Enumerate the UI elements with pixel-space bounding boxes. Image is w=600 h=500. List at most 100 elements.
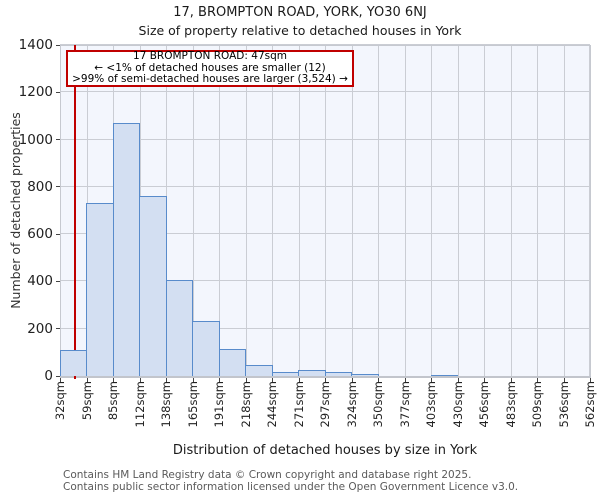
- y-tick-mark: [56, 375, 60, 377]
- x-tick-label: 244sqm: [265, 381, 279, 428]
- x-axis-line: [60, 376, 591, 378]
- histogram-bar: [165, 280, 193, 376]
- x-gridline: [325, 45, 326, 376]
- x-axis-title: Distribution of detached houses by size …: [172, 443, 478, 458]
- x-tick-mark: [166, 378, 167, 382]
- histogram-bar: [324, 371, 352, 376]
- y-axis-title: Number of detached properties: [8, 112, 23, 309]
- y-tick-label: 400: [27, 273, 53, 290]
- annotation-line-2: ← <1% of detached houses are smaller (12…: [94, 61, 326, 74]
- x-tick-mark: [298, 378, 300, 382]
- x-tick-label: 191sqm: [212, 381, 226, 428]
- x-tick-mark: [537, 378, 538, 382]
- x-tick-mark: [510, 378, 512, 382]
- x-tick-label: 165sqm: [185, 381, 200, 428]
- y-tick-label: 0: [44, 368, 53, 384]
- x-gridline: [299, 45, 300, 376]
- histogram-bar: [351, 374, 379, 376]
- x-tick-mark: [272, 378, 273, 382]
- x-tick-label: 377sqm: [397, 381, 412, 428]
- plot-area: [59, 44, 591, 377]
- x-gridline: [193, 45, 194, 376]
- x-tick-label: 562sqm: [583, 381, 597, 428]
- y-tick-label: 600: [27, 226, 53, 243]
- x-tick-mark: [60, 378, 61, 382]
- footer-line-2: Contains public sector information licen…: [63, 481, 519, 493]
- x-tick-label: 403sqm: [424, 381, 438, 428]
- y-tick-mark: [56, 44, 60, 46]
- x-tick-mark: [86, 378, 88, 382]
- x-gridline: [589, 45, 590, 376]
- histogram-bar: [298, 369, 326, 376]
- y-gridline: [60, 44, 590, 45]
- histogram-bar: [430, 374, 458, 376]
- x-tick-label: 138sqm: [159, 381, 173, 428]
- x-gridline: [166, 45, 167, 376]
- x-tick-label: 297sqm: [318, 381, 332, 428]
- y-tick-label: 1200: [18, 84, 53, 101]
- x-tick-label: 350sqm: [371, 381, 385, 428]
- x-gridline: [537, 45, 538, 376]
- x-gridline: [352, 45, 353, 376]
- x-tick-mark: [431, 378, 432, 382]
- chart-title: 17, BROMPTON ROAD, YORK, YO30 6NJ: [173, 5, 427, 20]
- x-tick-mark: [484, 378, 485, 382]
- y-tick-label: 1000: [18, 131, 53, 148]
- annotation-line-1: 17 BROMPTON ROAD: 47sqm: [133, 50, 287, 63]
- x-tick-label: 536sqm: [556, 381, 571, 428]
- annotation-box: 17 BROMPTON ROAD: 47sqm ← <1% of detache…: [66, 50, 354, 87]
- y-tick-label: 800: [27, 178, 53, 195]
- y-tick-mark: [56, 233, 60, 235]
- x-tick-label: 32sqm: [53, 381, 67, 421]
- x-gridline: [484, 45, 485, 376]
- x-tick-label: 112sqm: [132, 381, 147, 428]
- x-gridline: [378, 45, 379, 376]
- x-tick-label: 430sqm: [450, 381, 465, 428]
- histogram-bar: [59, 349, 87, 376]
- x-tick-mark: [113, 378, 114, 382]
- histogram-bar: [271, 371, 299, 376]
- x-tick-label: 59sqm: [79, 381, 94, 421]
- x-gridline: [272, 45, 273, 376]
- x-tick-label: 218sqm: [238, 381, 253, 428]
- x-tick-label: 509sqm: [530, 381, 544, 428]
- y-tick-mark: [56, 139, 60, 141]
- y-tick-label: 1400: [18, 37, 53, 53]
- histogram-bar: [112, 123, 140, 376]
- x-tick-label: 456sqm: [477, 381, 491, 428]
- x-gridline: [431, 45, 432, 376]
- x-tick-label: 85sqm: [106, 381, 120, 421]
- y-tick-mark: [56, 328, 60, 330]
- x-gridline: [458, 45, 459, 376]
- x-tick-mark: [563, 378, 565, 382]
- x-gridline: [511, 45, 512, 376]
- chart-subtitle: Size of property relative to detached ho…: [138, 23, 462, 38]
- footer-line-1: Contains HM Land Registry data © Crown c…: [63, 469, 472, 481]
- property-size-marker-line: [74, 45, 76, 379]
- x-tick-mark: [404, 378, 406, 382]
- histogram-bar: [86, 203, 114, 376]
- x-tick-mark: [590, 378, 591, 382]
- histogram-bar: [218, 348, 246, 376]
- x-tick-mark: [139, 378, 141, 382]
- x-tick-mark: [245, 378, 247, 382]
- y-tick-mark: [56, 280, 60, 282]
- x-tick-mark: [457, 378, 459, 382]
- x-tick-mark: [378, 378, 379, 382]
- x-gridline: [219, 45, 220, 376]
- x-tick-mark: [192, 378, 194, 382]
- histogram-bar: [245, 365, 273, 376]
- x-gridline: [405, 45, 406, 376]
- annotation-line-3: >99% of semi-detached houses are larger …: [72, 73, 348, 86]
- x-tick-label: 483sqm: [503, 381, 518, 428]
- x-tick-mark: [325, 378, 326, 382]
- x-gridline: [564, 45, 565, 376]
- x-tick-mark: [219, 378, 220, 382]
- y-tick-label: 200: [27, 320, 53, 337]
- y-tick-mark: [56, 186, 60, 188]
- histogram-bar: [192, 321, 220, 376]
- x-gridline: [246, 45, 247, 376]
- y-tick-mark: [56, 91, 60, 93]
- histogram-bar: [139, 196, 167, 376]
